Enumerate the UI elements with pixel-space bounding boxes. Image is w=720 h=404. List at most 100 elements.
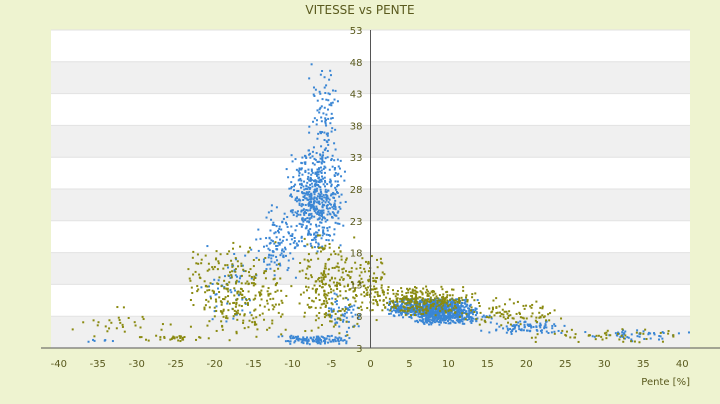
data-point [455, 314, 458, 317]
data-point [442, 304, 445, 307]
data-point [338, 309, 341, 312]
data-point [407, 307, 410, 310]
data-point [334, 128, 337, 131]
data-point [310, 215, 313, 218]
data-point [271, 322, 274, 325]
data-point [319, 166, 322, 169]
data-point [227, 290, 230, 293]
data-point [183, 336, 186, 339]
data-point [406, 309, 409, 312]
data-point [199, 277, 202, 280]
data-point [291, 234, 294, 237]
data-point [331, 127, 334, 130]
data-point [491, 306, 494, 309]
data-point [250, 277, 253, 280]
data-point [323, 302, 326, 305]
data-point [451, 320, 454, 323]
data-point [303, 237, 306, 240]
data-point [391, 301, 394, 304]
data-point [624, 330, 627, 333]
data-point [457, 304, 460, 307]
y-tick-label: 3 [356, 344, 362, 355]
data-point [234, 267, 237, 270]
data-point [306, 217, 309, 220]
data-point [310, 192, 313, 195]
data-point [305, 212, 308, 215]
data-point [316, 340, 319, 343]
data-point [252, 317, 255, 320]
data-point [312, 93, 315, 96]
data-point [243, 296, 246, 299]
data-point [455, 303, 458, 306]
data-point [121, 323, 124, 326]
data-point [307, 214, 310, 217]
data-point [463, 316, 466, 319]
data-point [411, 308, 414, 311]
data-point [436, 301, 439, 304]
data-point [275, 283, 278, 286]
data-point [474, 307, 477, 310]
data-point [381, 262, 384, 265]
data-point [327, 197, 330, 200]
data-point [326, 132, 329, 135]
data-point [328, 284, 331, 287]
data-point [630, 333, 633, 336]
data-point [424, 298, 427, 301]
data-point [354, 286, 357, 289]
data-point [311, 246, 314, 249]
data-point [302, 291, 305, 294]
data-point [327, 99, 330, 102]
data-point [381, 289, 384, 292]
data-point [334, 300, 337, 303]
data-point [253, 309, 256, 312]
data-point [466, 303, 469, 306]
data-point [437, 304, 440, 307]
data-point [317, 180, 320, 183]
data-point [281, 301, 284, 304]
data-point [284, 328, 287, 331]
data-point [375, 319, 378, 322]
data-point [316, 218, 319, 221]
data-point [471, 319, 474, 322]
data-point [328, 93, 331, 96]
data-point [437, 312, 440, 315]
data-point [458, 297, 461, 300]
data-point [638, 341, 641, 344]
data-point [308, 193, 311, 196]
data-point [320, 340, 323, 343]
data-point [223, 279, 226, 282]
data-point [316, 288, 319, 291]
data-point [324, 92, 327, 95]
data-point [404, 296, 407, 299]
data-point [307, 186, 310, 189]
data-point [196, 290, 199, 293]
data-point [334, 318, 337, 321]
data-point [306, 209, 309, 212]
data-point [240, 305, 243, 308]
data-point [323, 76, 326, 79]
data-point [308, 232, 311, 235]
data-point [658, 335, 661, 338]
data-point [450, 309, 453, 312]
data-point [453, 299, 456, 302]
x-tick-label: 40 [676, 359, 689, 370]
data-point [318, 341, 321, 344]
data-point [383, 273, 386, 276]
data-point [192, 273, 195, 276]
data-point [118, 319, 121, 322]
data-point [334, 336, 337, 339]
data-point [242, 319, 245, 322]
data-point [208, 320, 211, 323]
data-point [255, 335, 258, 338]
data-point [296, 337, 299, 340]
data-point [336, 281, 339, 284]
data-point [354, 313, 357, 316]
data-point [255, 256, 258, 259]
data-point [300, 179, 303, 182]
data-point [284, 246, 287, 249]
data-point [327, 210, 330, 213]
data-point [418, 316, 421, 319]
data-point [635, 331, 638, 334]
data-point [421, 293, 424, 296]
data-point [422, 318, 425, 321]
